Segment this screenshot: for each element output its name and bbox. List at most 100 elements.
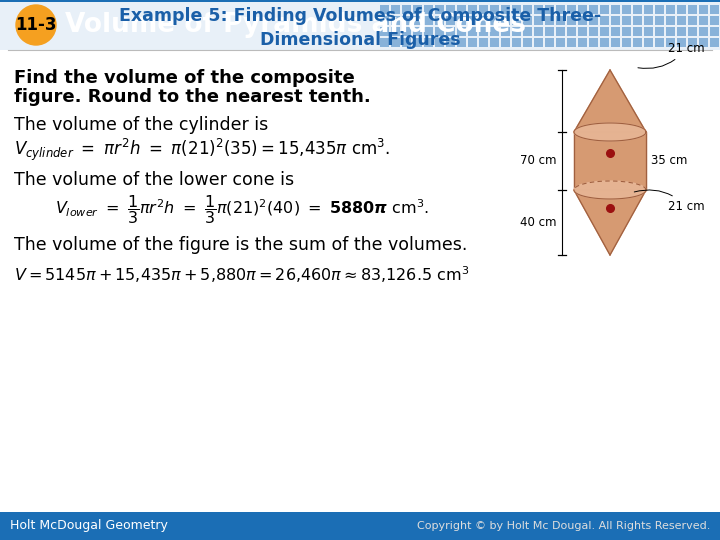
FancyBboxPatch shape bbox=[611, 27, 620, 36]
Text: 70 cm: 70 cm bbox=[521, 154, 557, 167]
FancyBboxPatch shape bbox=[666, 16, 675, 25]
Polygon shape bbox=[574, 190, 646, 255]
FancyBboxPatch shape bbox=[545, 27, 554, 36]
FancyBboxPatch shape bbox=[622, 27, 631, 36]
Polygon shape bbox=[574, 70, 646, 132]
FancyBboxPatch shape bbox=[556, 5, 565, 14]
FancyBboxPatch shape bbox=[380, 38, 389, 47]
Text: Example 5: Finding Volumes of Composite Three-: Example 5: Finding Volumes of Composite … bbox=[119, 7, 601, 25]
FancyBboxPatch shape bbox=[567, 38, 576, 47]
FancyBboxPatch shape bbox=[589, 16, 598, 25]
FancyBboxPatch shape bbox=[501, 5, 510, 14]
Text: $V_{cylinder}\ =\ \pi r^2h\ =\ \pi(21)^2(35){=}15{,}435\pi\ \mathrm{cm}^3.$: $V_{cylinder}\ =\ \pi r^2h\ =\ \pi(21)^2… bbox=[14, 137, 390, 163]
FancyBboxPatch shape bbox=[567, 5, 576, 14]
FancyBboxPatch shape bbox=[710, 5, 719, 14]
FancyBboxPatch shape bbox=[699, 38, 708, 47]
FancyBboxPatch shape bbox=[699, 5, 708, 14]
FancyBboxPatch shape bbox=[523, 38, 532, 47]
Text: Dimensional Figures: Dimensional Figures bbox=[260, 31, 460, 49]
FancyBboxPatch shape bbox=[622, 38, 631, 47]
Circle shape bbox=[16, 5, 56, 45]
FancyBboxPatch shape bbox=[556, 38, 565, 47]
FancyBboxPatch shape bbox=[578, 38, 587, 47]
FancyBboxPatch shape bbox=[589, 27, 598, 36]
FancyBboxPatch shape bbox=[589, 5, 598, 14]
FancyBboxPatch shape bbox=[578, 27, 587, 36]
FancyBboxPatch shape bbox=[446, 27, 455, 36]
FancyBboxPatch shape bbox=[622, 5, 631, 14]
Text: figure. Round to the nearest tenth.: figure. Round to the nearest tenth. bbox=[14, 88, 371, 106]
FancyBboxPatch shape bbox=[0, 512, 720, 540]
FancyBboxPatch shape bbox=[380, 5, 389, 14]
FancyBboxPatch shape bbox=[479, 27, 488, 36]
FancyBboxPatch shape bbox=[413, 16, 422, 25]
FancyBboxPatch shape bbox=[435, 16, 444, 25]
FancyBboxPatch shape bbox=[413, 5, 422, 14]
FancyBboxPatch shape bbox=[512, 5, 521, 14]
FancyBboxPatch shape bbox=[435, 38, 444, 47]
FancyBboxPatch shape bbox=[644, 5, 653, 14]
FancyBboxPatch shape bbox=[644, 38, 653, 47]
FancyBboxPatch shape bbox=[633, 27, 642, 36]
Polygon shape bbox=[574, 123, 646, 141]
FancyBboxPatch shape bbox=[655, 38, 664, 47]
FancyBboxPatch shape bbox=[677, 38, 686, 47]
FancyBboxPatch shape bbox=[688, 27, 697, 36]
FancyBboxPatch shape bbox=[380, 27, 389, 36]
FancyBboxPatch shape bbox=[655, 27, 664, 36]
FancyBboxPatch shape bbox=[534, 16, 543, 25]
Text: Find the volume of the composite: Find the volume of the composite bbox=[14, 69, 355, 87]
FancyBboxPatch shape bbox=[556, 27, 565, 36]
FancyBboxPatch shape bbox=[391, 16, 400, 25]
FancyBboxPatch shape bbox=[567, 16, 576, 25]
FancyBboxPatch shape bbox=[699, 27, 708, 36]
FancyBboxPatch shape bbox=[479, 5, 488, 14]
FancyBboxPatch shape bbox=[512, 16, 521, 25]
FancyBboxPatch shape bbox=[424, 27, 433, 36]
FancyBboxPatch shape bbox=[479, 38, 488, 47]
FancyBboxPatch shape bbox=[600, 38, 609, 47]
FancyBboxPatch shape bbox=[512, 38, 521, 47]
Text: Holt McDougal Geometry: Holt McDougal Geometry bbox=[10, 519, 168, 532]
Text: The volume of the figure is the sum of the volumes.: The volume of the figure is the sum of t… bbox=[14, 236, 467, 254]
FancyBboxPatch shape bbox=[380, 16, 389, 25]
FancyBboxPatch shape bbox=[468, 5, 477, 14]
FancyBboxPatch shape bbox=[501, 16, 510, 25]
FancyBboxPatch shape bbox=[655, 5, 664, 14]
FancyBboxPatch shape bbox=[534, 27, 543, 36]
Text: $V = 5145\pi + 15{,}435\pi + 5{,}880\pi = 26{,}460\pi \approx 83{,}126.5\ \mathr: $V = 5145\pi + 15{,}435\pi + 5{,}880\pi … bbox=[14, 265, 469, 285]
FancyBboxPatch shape bbox=[677, 16, 686, 25]
Text: 21 cm: 21 cm bbox=[638, 42, 705, 69]
FancyBboxPatch shape bbox=[611, 38, 620, 47]
FancyBboxPatch shape bbox=[545, 16, 554, 25]
FancyBboxPatch shape bbox=[402, 38, 411, 47]
FancyBboxPatch shape bbox=[545, 38, 554, 47]
Text: 40 cm: 40 cm bbox=[521, 216, 557, 229]
FancyBboxPatch shape bbox=[677, 5, 686, 14]
Text: 11-3: 11-3 bbox=[15, 16, 57, 34]
Text: The volume of the lower cone is: The volume of the lower cone is bbox=[14, 171, 294, 189]
FancyBboxPatch shape bbox=[556, 16, 565, 25]
FancyBboxPatch shape bbox=[402, 5, 411, 14]
FancyBboxPatch shape bbox=[666, 5, 675, 14]
FancyBboxPatch shape bbox=[435, 27, 444, 36]
FancyBboxPatch shape bbox=[534, 5, 543, 14]
FancyBboxPatch shape bbox=[622, 16, 631, 25]
FancyBboxPatch shape bbox=[501, 27, 510, 36]
FancyBboxPatch shape bbox=[523, 16, 532, 25]
FancyBboxPatch shape bbox=[391, 27, 400, 36]
FancyBboxPatch shape bbox=[688, 5, 697, 14]
FancyBboxPatch shape bbox=[446, 16, 455, 25]
FancyBboxPatch shape bbox=[534, 38, 543, 47]
FancyBboxPatch shape bbox=[490, 27, 499, 36]
FancyBboxPatch shape bbox=[391, 5, 400, 14]
FancyBboxPatch shape bbox=[457, 16, 466, 25]
Text: 35 cm: 35 cm bbox=[651, 154, 688, 167]
FancyBboxPatch shape bbox=[666, 27, 675, 36]
FancyBboxPatch shape bbox=[710, 27, 719, 36]
FancyBboxPatch shape bbox=[611, 16, 620, 25]
FancyBboxPatch shape bbox=[424, 5, 433, 14]
FancyBboxPatch shape bbox=[578, 5, 587, 14]
FancyBboxPatch shape bbox=[666, 38, 675, 47]
FancyBboxPatch shape bbox=[633, 5, 642, 14]
